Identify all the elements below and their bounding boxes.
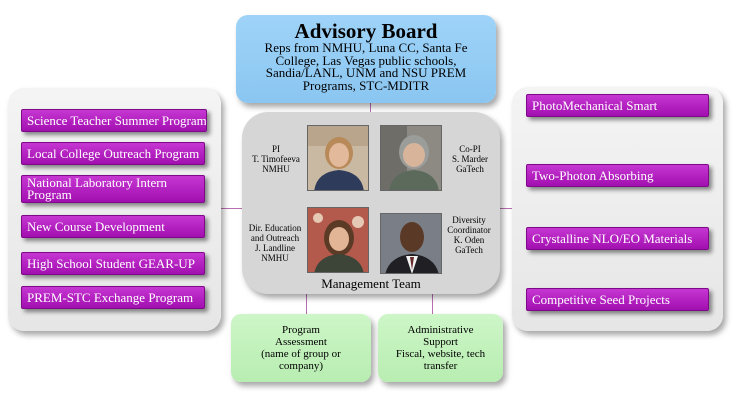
management-team-title: Management Team: [321, 276, 421, 291]
right-program-button-4[interactable]: Competitive Seed Projects: [526, 288, 709, 311]
right-program-button-1[interactable]: PhotoMechanical Smart: [526, 94, 709, 117]
co-pi-caption: Co-PI S. Marder GaTech: [452, 144, 488, 174]
education-director-caption: Dir. Education and Outreach J. Landline …: [248, 223, 302, 263]
connector-right: [498, 208, 514, 209]
right-program-button-3[interactable]: Crystalline NLO/EO Materials: [526, 227, 709, 250]
advisory-board-title: Advisory Board: [294, 19, 438, 43]
left-program-button-5[interactable]: High School Student GEAR-UP: [21, 252, 205, 275]
left-program-button-2[interactable]: Local College Outreach Program: [21, 142, 205, 165]
administrative-support-title: Administrative Support: [407, 324, 474, 348]
connector-bottom-left: [306, 293, 307, 315]
pi-photo: [307, 125, 369, 191]
right-program-button-2[interactable]: Two-Photon Absorbing: [526, 164, 709, 187]
education-director-photo: [307, 207, 369, 273]
diversity-coordinator-caption: Diversity Coordinator K. Oden GaTech: [447, 215, 491, 255]
left-program-button-6[interactable]: PREM-STC Exchange Program: [21, 286, 205, 309]
program-assessment-title: Program Assessment: [275, 324, 327, 348]
left-program-button-3[interactable]: National Laboratory Intern Program: [21, 175, 205, 203]
program-assessment-box: Program Assessment (name of group or com…: [231, 314, 371, 382]
diversity-coordinator-photo: [380, 213, 442, 274]
connector-top: [370, 102, 371, 114]
pi-caption: PI T. Timofeeva NMHU: [252, 144, 300, 174]
person-photo-icon: [381, 126, 441, 190]
person-photo-icon: [381, 214, 441, 273]
administrative-support-box: Administrative Support Fiscal, website, …: [378, 314, 503, 382]
management-team-box: [242, 112, 500, 294]
person-photo-icon: [308, 208, 368, 272]
program-assessment-detail: (name of group or company): [261, 348, 341, 372]
connector-bottom-right: [432, 293, 433, 315]
co-pi-photo: [380, 125, 442, 191]
left-program-button-1[interactable]: Science Teacher Summer Program: [21, 109, 207, 132]
person-photo-icon: [308, 126, 368, 190]
administrative-support-detail: Fiscal, website, tech transfer: [395, 348, 486, 372]
connector-left: [220, 208, 244, 209]
advisory-board-box: Advisory Board Reps from NMHU, Luna CC, …: [236, 15, 496, 103]
left-program-button-4[interactable]: New Course Development: [21, 215, 205, 238]
advisory-board-members: Reps from NMHU, Luna CC, Santa Fe Colleg…: [264, 40, 468, 93]
